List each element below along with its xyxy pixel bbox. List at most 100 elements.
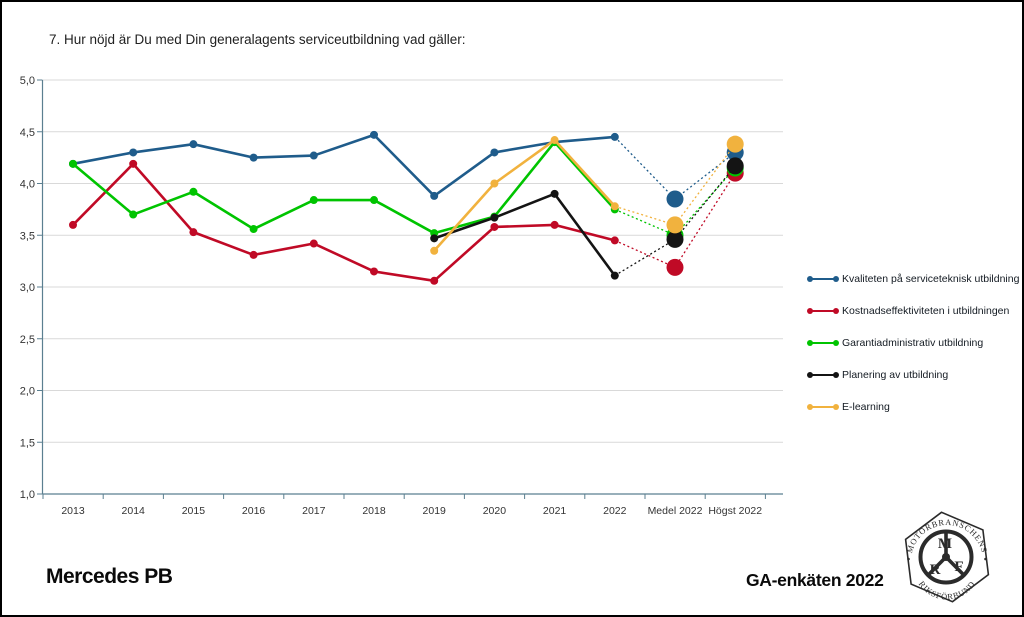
brand-label: Mercedes PB	[46, 565, 173, 588]
logo-spoke-right	[944, 555, 966, 577]
series-marker	[309, 151, 318, 160]
y-axis-label: 3,5	[20, 230, 35, 242]
series-line	[71, 140, 617, 235]
series-marker	[309, 196, 318, 205]
logo-letter-f: F	[954, 559, 963, 575]
x-axis-label: 2022	[603, 505, 627, 517]
series-marker	[189, 140, 198, 149]
logo-spoke-left	[926, 555, 948, 577]
series-marker	[550, 220, 559, 229]
x-axis-label: 2019	[423, 505, 447, 517]
y-axis-label: 4,0	[20, 179, 35, 191]
series-marker	[370, 267, 378, 276]
legend-marker-dot	[833, 339, 839, 346]
series-line	[71, 133, 617, 198]
series-marker	[249, 250, 258, 259]
series-marker	[430, 276, 439, 285]
series-summary-marker	[666, 258, 684, 276]
series-marker	[129, 159, 138, 168]
series-marker	[490, 213, 499, 222]
series-marker	[430, 246, 439, 255]
legend-label: Kostnadseffektiviteten i utbildningen	[842, 305, 1010, 317]
y-axis-label: 1,5	[20, 437, 35, 449]
x-axis-label: Högst 2022	[708, 505, 762, 517]
legend-marker-dot	[807, 371, 813, 378]
legend-marker-dot	[833, 403, 839, 410]
survey-label: GA-enkäten 2022	[746, 570, 884, 590]
series-marker	[610, 132, 619, 141]
series-marker	[370, 130, 378, 139]
series-summary-marker	[666, 190, 684, 208]
series-marker	[610, 202, 619, 211]
legend-item-3: Planering av utbildning	[807, 369, 1019, 381]
mrf-logo: M R F MOTORBRANSCHENS RIKSFÖRBUND	[904, 511, 990, 603]
series-summary-marker	[666, 230, 684, 248]
y-axis-label: 4,5	[20, 127, 35, 139]
legend-marker-dot	[833, 307, 839, 314]
series-projection-line	[614, 143, 736, 226]
series-marker	[129, 148, 138, 157]
logo-dot-left	[907, 557, 910, 561]
y-axis-label: 1,0	[20, 489, 35, 501]
legend-item-2: Garantiadministrativ utbildning	[807, 337, 1019, 349]
series-marker	[550, 189, 559, 198]
x-axis-label: 2020	[483, 505, 507, 517]
legend-label: Planering av utbildning	[842, 369, 949, 381]
series-marker	[189, 228, 198, 237]
series-marker	[309, 239, 318, 248]
series-marker	[370, 196, 378, 205]
legend-marker-dot	[807, 403, 813, 410]
series-marker	[430, 234, 439, 243]
series-marker	[550, 136, 559, 145]
logo-hexagon	[904, 511, 990, 603]
x-axis-label: 2017	[302, 505, 326, 517]
series-marker	[249, 225, 258, 234]
series-marker	[490, 222, 499, 231]
series-marker	[610, 271, 619, 280]
legend-marker	[807, 307, 839, 314]
legend-marker	[807, 339, 839, 346]
satisfaction-line-chart: 1,0 1,5 2,0 2,5 3,0 3,5 4,0 4,5 5,0 2013 2014 2015 2…	[20, 75, 783, 517]
series-line	[432, 192, 617, 277]
y-axis-label: 5,0	[20, 75, 35, 87]
legend-label: E-learning	[842, 401, 890, 413]
y-axis-label: 2,0	[20, 386, 35, 398]
series-line	[71, 162, 617, 283]
chart-title: 7. Hur nöjd är Du med Din generalagents …	[49, 32, 466, 47]
series-summary-marker	[666, 216, 684, 234]
x-axis-label: Medel 2022	[648, 505, 703, 517]
x-axis-label: 2013	[61, 505, 85, 517]
logo-hub	[942, 553, 950, 561]
series-summary-marker	[726, 157, 744, 175]
logo-letter-r: R	[930, 562, 941, 578]
series-marker	[249, 153, 258, 162]
legend-item-1: Kostnadseffektiviteten i utbildningen	[807, 305, 1019, 317]
series-marker	[430, 191, 439, 200]
logo-wheel-rim	[918, 529, 974, 585]
legend-marker-dot	[807, 307, 813, 314]
series-marker	[129, 210, 138, 219]
legend-label: Garantiadministrativ utbildning	[842, 337, 984, 349]
x-axis-label: 2018	[362, 505, 386, 517]
x-axis-label: 2015	[182, 505, 206, 517]
series-line	[432, 138, 617, 253]
logo-dot-right	[984, 557, 987, 561]
y-axis-label: 3,0	[20, 282, 35, 294]
legend-item-0: Kvaliteten på serviceteknisk utbildning	[807, 273, 1019, 285]
series-summary-marker	[726, 135, 744, 153]
series-marker	[69, 159, 77, 168]
y-axis-label: 2,5	[20, 334, 35, 346]
series-marker	[69, 220, 77, 229]
legend-marker	[807, 275, 839, 282]
legend-marker	[807, 371, 839, 378]
x-axis-label: 2014	[122, 505, 146, 517]
x-axis-label: 2021	[543, 505, 567, 517]
legend-marker-dot	[833, 275, 839, 282]
chart-legend: Kvaliteten på serviceteknisk utbildning K…	[807, 273, 1019, 413]
legend-marker	[807, 403, 839, 410]
logo-letter-m: M	[938, 536, 952, 552]
legend-marker-dot	[807, 339, 813, 346]
series-projection-line	[614, 136, 736, 200]
legend-item-4: E-learning	[807, 401, 1019, 413]
